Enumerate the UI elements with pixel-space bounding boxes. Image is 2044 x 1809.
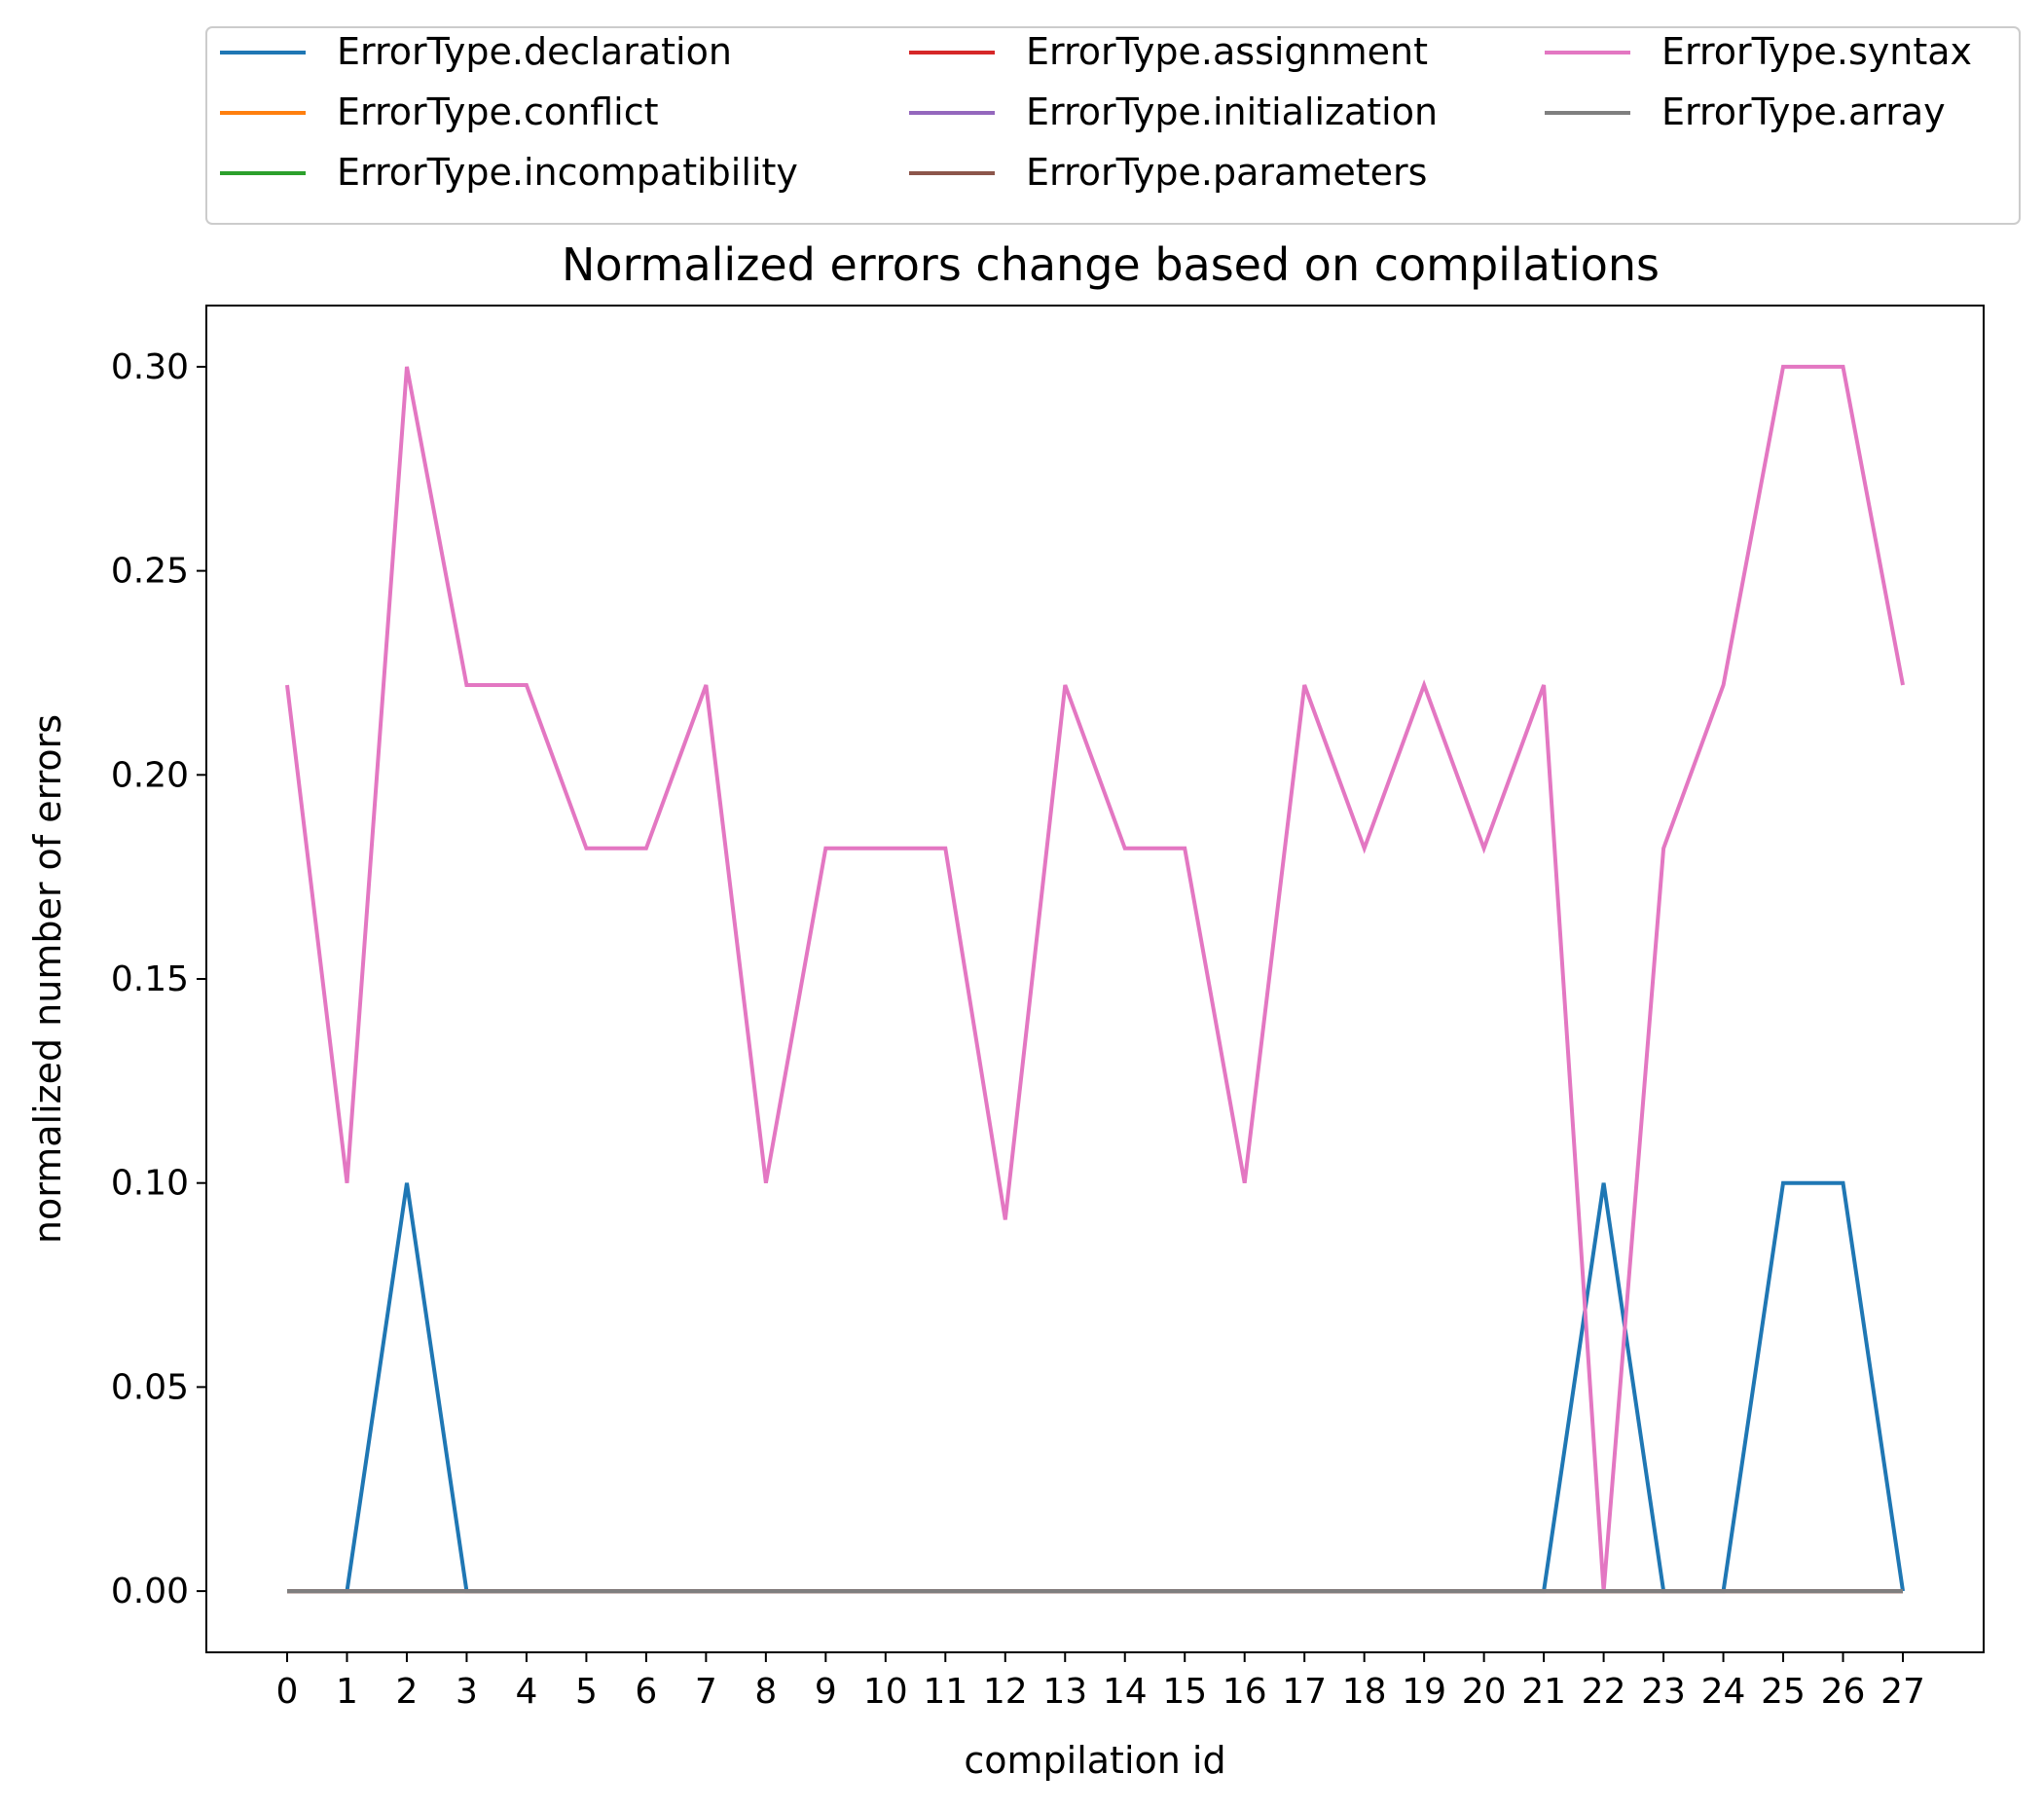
x-tick-label: 1 [336, 1672, 358, 1712]
x-tick-label: 18 [1342, 1672, 1387, 1712]
x-axis: 0 1 2 3 4 5 6 7 8 9 10 11 12 13 14 15 16 17 18 19 20 21 22 23 24… [276, 1652, 1925, 1712]
legend-entry: ErrorType.parameters [909, 151, 1427, 194]
y-axis: 0.00 0.05 0.10 0.15 0.20 0.25 0.30 [111, 347, 206, 1611]
legend-label: ErrorType.assignment [1026, 30, 1428, 73]
legend-label: ErrorType.conflict [337, 90, 659, 133]
legend-entry: ErrorType.initialization [909, 90, 1438, 133]
y-tick-label: 0.25 [111, 552, 189, 592]
x-tick-label: 8 [754, 1672, 777, 1712]
legend-entry: ErrorType.assignment [909, 30, 1428, 73]
legend-entry: ErrorType.array [1545, 90, 1946, 133]
legend-label: ErrorType.syntax [1661, 30, 1972, 73]
legend-frame [205, 26, 2021, 225]
y-tick-label: 0.05 [111, 1367, 189, 1407]
x-tick-label: 17 [1282, 1672, 1327, 1712]
series-layer [285, 364, 1905, 1594]
x-tick-label: 20 [1462, 1672, 1507, 1712]
x-tick-label: 6 [635, 1672, 657, 1712]
x-tick-label: 24 [1701, 1672, 1746, 1712]
series-line-syntax [285, 364, 1905, 1592]
x-tick-label: 9 [815, 1672, 837, 1712]
x-tick-label: 19 [1402, 1672, 1446, 1712]
y-axis-title: normalized number of errors [26, 714, 69, 1244]
legend-label: ErrorType.initialization [1026, 90, 1438, 133]
series-line-declaration [287, 1180, 1905, 1594]
x-tick-label: 4 [515, 1672, 537, 1712]
x-tick-label: 26 [1821, 1672, 1866, 1712]
legend-entry: ErrorType.declaration [220, 30, 732, 73]
x-tick-label: 23 [1641, 1672, 1686, 1712]
x-tick-label: 21 [1521, 1672, 1566, 1712]
y-tick-label: 0.15 [111, 959, 189, 999]
x-tick-label: 3 [456, 1672, 478, 1712]
legend-entry: ErrorType.syntax [1545, 30, 1972, 73]
x-tick-label: 10 [863, 1672, 908, 1712]
x-tick-label: 15 [1162, 1672, 1207, 1712]
legend-label: ErrorType.parameters [1026, 151, 1427, 194]
legend-label: ErrorType.array [1661, 90, 1946, 133]
legend-entry: ErrorType.conflict [220, 90, 659, 133]
x-tick-label: 22 [1582, 1672, 1626, 1712]
x-tick-label: 27 [1880, 1672, 1925, 1712]
x-axis-title: compilation id [964, 1739, 1225, 1782]
x-tick-label: 16 [1223, 1672, 1267, 1712]
x-tick-label: 7 [695, 1672, 717, 1712]
legend: ErrorType.declaration ErrorType.conflict E… [205, 26, 2021, 225]
x-tick-label: 0 [276, 1672, 299, 1712]
x-tick-label: 5 [575, 1672, 598, 1712]
chart-title: Normalized errors change based on compil… [562, 238, 1660, 291]
y-tick-label: 0.10 [111, 1164, 189, 1204]
x-tick-label: 12 [983, 1672, 1028, 1712]
y-tick-label: 0.00 [111, 1572, 189, 1611]
legend-label: ErrorType.declaration [337, 30, 732, 73]
x-tick-label: 13 [1042, 1672, 1087, 1712]
x-tick-label: 25 [1761, 1672, 1806, 1712]
x-tick-label: 11 [923, 1672, 967, 1712]
y-tick-label: 0.30 [111, 347, 189, 387]
legend-entry: ErrorType.incompatibility [220, 151, 798, 194]
x-tick-label: 2 [396, 1672, 419, 1712]
y-tick-label: 0.20 [111, 755, 189, 795]
legend-label: ErrorType.incompatibility [337, 151, 798, 194]
plot-frame [205, 305, 1985, 1653]
x-tick-label: 14 [1103, 1672, 1148, 1712]
